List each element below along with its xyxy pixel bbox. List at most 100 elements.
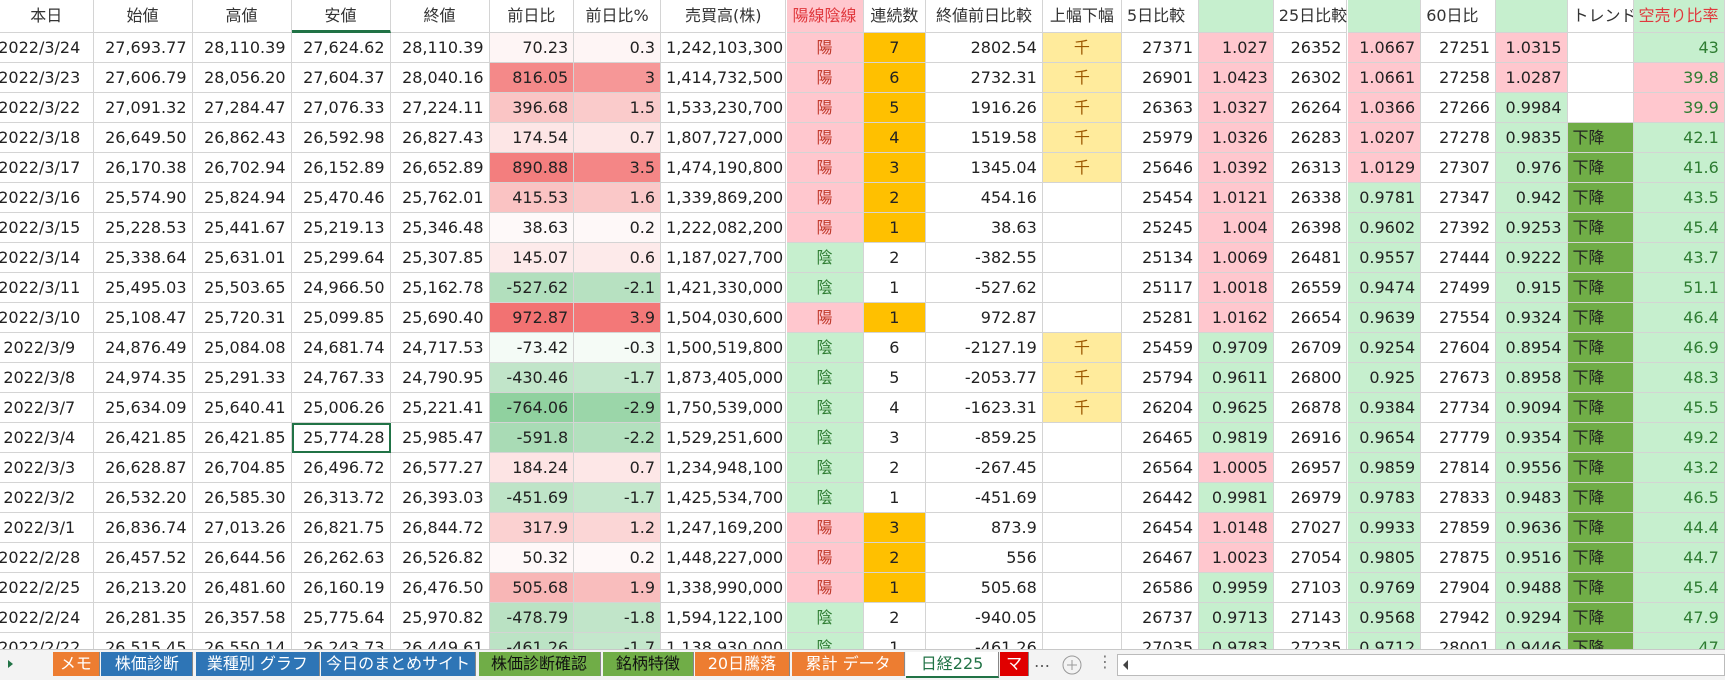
sheet-tab[interactable]: 今日のまとめサイト xyxy=(321,652,477,676)
cell: 2 xyxy=(863,453,927,483)
add-sheet-button[interactable] xyxy=(1060,653,1084,677)
cell: 27,606.79 xyxy=(93,63,193,93)
sheet-tab[interactable]: メモ xyxy=(52,652,100,676)
cell: -2.9 xyxy=(574,393,662,423)
cell xyxy=(1042,453,1122,483)
cell: 下降 xyxy=(1567,483,1634,513)
tab-scroll-arrow[interactable] xyxy=(0,650,40,678)
sheet-tab[interactable]: 業種別 グラフ xyxy=(195,652,320,676)
cell: 38.63 xyxy=(489,213,575,243)
cell: 0.3 xyxy=(574,33,662,63)
sheet-tab[interactable]: マ xyxy=(999,652,1030,676)
horizontal-scrollbar[interactable] xyxy=(1117,654,1725,676)
cell: 0.9783 xyxy=(1199,633,1274,649)
sheet-tab[interactable]: 日経225 xyxy=(906,652,999,678)
cell: 1 xyxy=(863,273,927,303)
sheet-tab[interactable]: 株価診断確認 xyxy=(478,652,601,676)
cell: 26916 xyxy=(1273,423,1348,453)
cell: 26,421.85 xyxy=(192,423,292,453)
cell: 25,720.31 xyxy=(192,303,292,333)
sheet-tab[interactable]: 銘柄特徴 xyxy=(602,652,694,676)
cell: 千 xyxy=(1042,93,1122,123)
cell: 0.976 xyxy=(1496,153,1568,183)
cell: 2022/3/24 xyxy=(0,33,94,63)
cell: 1,247,169,200 xyxy=(661,513,787,543)
cell: 26398 xyxy=(1273,213,1348,243)
cell: 27942 xyxy=(1421,603,1496,633)
cell[interactable]: 25,774.28 xyxy=(291,423,391,453)
cell: -2.2 xyxy=(574,423,662,453)
cell: 5 xyxy=(863,363,927,393)
cell: 25979 xyxy=(1122,123,1199,153)
cell: 1.0148 xyxy=(1199,513,1274,543)
cell: 26,526.82 xyxy=(390,543,490,573)
cell: 454.16 xyxy=(926,183,1043,213)
cell: 25134 xyxy=(1122,243,1199,273)
cell: 26,550.14 xyxy=(193,633,292,649)
cell: 0.9984 xyxy=(1496,93,1568,123)
sheet-tab[interactable]: 累計 データ xyxy=(792,652,906,676)
cell: -451.69 xyxy=(489,483,575,513)
cell: 2022/3/8 xyxy=(0,363,94,393)
cell: 陽 xyxy=(786,573,864,603)
cell: 0.9254 xyxy=(1347,333,1422,363)
cell: 50.32 xyxy=(489,543,575,573)
cell: 0.2 xyxy=(574,543,662,573)
cell: 27,693.77 xyxy=(93,33,193,63)
cell xyxy=(1043,633,1122,649)
cell: 2022/3/16 xyxy=(0,183,94,213)
cell: 1.6 xyxy=(574,183,662,213)
cell: 48.3 xyxy=(1633,363,1725,393)
cell: 25,985.47 xyxy=(390,423,490,453)
cell: 184.24 xyxy=(489,453,575,483)
cell: 3 xyxy=(863,513,927,543)
cell: 25,495.03 xyxy=(93,273,193,303)
cell: 44.7 xyxy=(1633,543,1725,573)
cell: 0.9636 xyxy=(1496,513,1568,543)
cell: 47 xyxy=(1633,633,1725,649)
cell: 0.9981 xyxy=(1199,483,1274,513)
cell: 27814 xyxy=(1421,453,1496,483)
cell: 27307 xyxy=(1421,153,1496,183)
cell: 27054 xyxy=(1273,543,1348,573)
cell: 25794 xyxy=(1122,363,1199,393)
cell: 26,702.94 xyxy=(192,153,292,183)
cell: 25,299.64 xyxy=(291,243,391,273)
scroll-left[interactable] xyxy=(1118,655,1134,675)
cell: 38.63 xyxy=(926,213,1043,243)
cell: 0.9556 xyxy=(1496,453,1568,483)
more-tabs[interactable]: … xyxy=(1034,652,1050,671)
sheet-tab[interactable]: 20日騰落 xyxy=(695,652,790,676)
cell xyxy=(1042,543,1122,573)
cell: 陰 xyxy=(786,483,864,513)
cell: 0.9516 xyxy=(1496,543,1568,573)
cell: 25,775.64 xyxy=(291,603,391,633)
cell: 0.9781 xyxy=(1347,183,1422,213)
sheet-tab-bar: … ⋮ メモ 株価診断 業種別 グラフ 今日のまとめサイト 株価診断確認 銘柄特徴 20日騰… xyxy=(0,649,1725,680)
cell: 陰 xyxy=(786,453,864,483)
cell: -1.8 xyxy=(574,603,662,633)
cell: 25,970.82 xyxy=(390,603,490,633)
cell: 25,099.85 xyxy=(291,303,391,333)
cell: 0.942 xyxy=(1496,183,1568,213)
cell: 3.5 xyxy=(574,153,662,183)
cell: 0.8958 xyxy=(1496,363,1568,393)
sheet-tab[interactable]: 株価診断 xyxy=(101,652,194,676)
cell: 1,594,122,100 xyxy=(661,603,787,633)
cell xyxy=(1042,603,1122,633)
cell: 0.9835 xyxy=(1496,123,1568,153)
cell: 千 xyxy=(1042,33,1122,63)
cell: 陽 xyxy=(786,63,864,93)
cell: 27604 xyxy=(1421,333,1496,363)
cell: 1.0287 xyxy=(1496,63,1568,93)
cell: 1916.26 xyxy=(926,93,1043,123)
cell: 1.0121 xyxy=(1199,183,1274,213)
cell: 陽 xyxy=(786,33,864,63)
tab-menu[interactable]: ⋮ xyxy=(1097,652,1113,671)
cell: 2 xyxy=(863,183,927,213)
cell: 26,827.43 xyxy=(390,123,490,153)
cell: 47.9 xyxy=(1633,603,1725,633)
cell: 1 xyxy=(863,213,927,243)
cell: 下降 xyxy=(1567,333,1634,363)
cell: 24,966.50 xyxy=(291,273,391,303)
